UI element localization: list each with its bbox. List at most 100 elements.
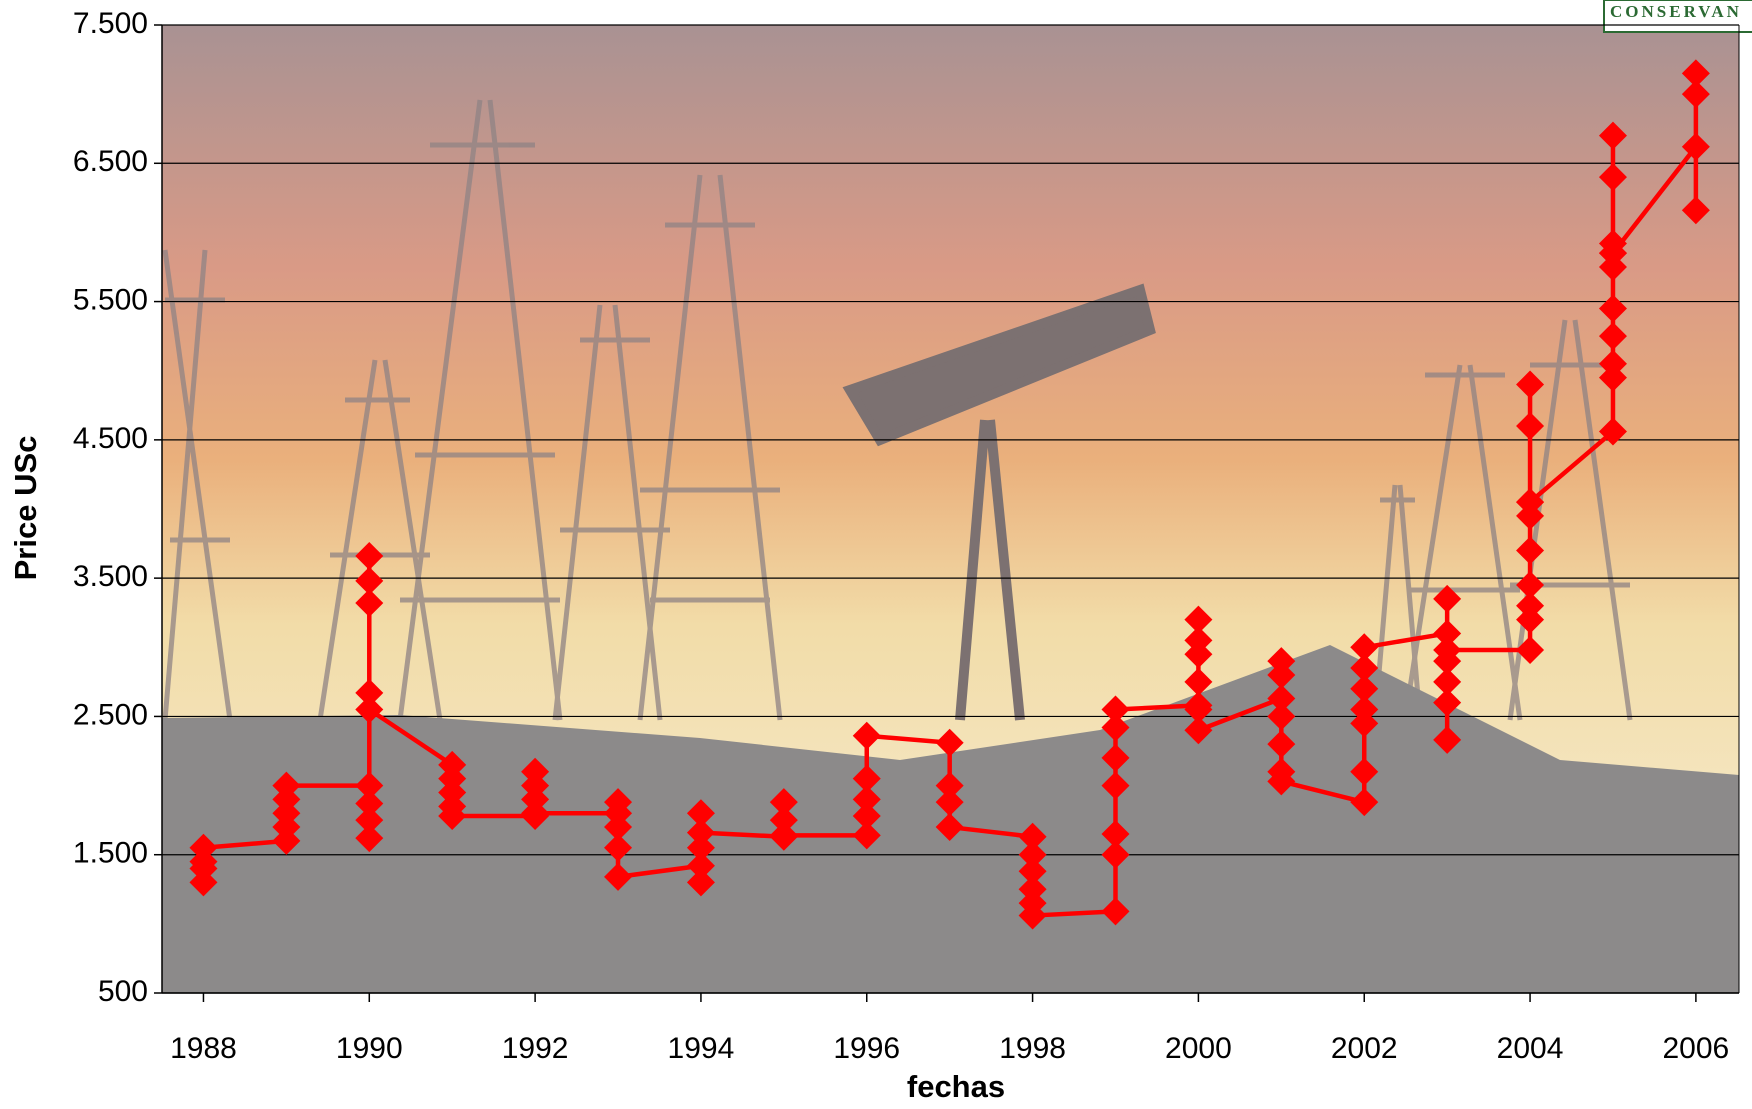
data-point (355, 806, 384, 835)
data-point (1101, 695, 1130, 724)
data-point (1433, 667, 1462, 696)
x-tick-label: 2002 (1331, 1032, 1398, 1065)
data-point (355, 789, 384, 818)
data-point (935, 771, 964, 800)
data-point (1516, 571, 1545, 600)
logo-text: CONSERVAN (1610, 2, 1742, 21)
data-point (935, 788, 964, 817)
data-point (1101, 713, 1130, 742)
data-point (1598, 121, 1627, 150)
logo-box (1603, 0, 1752, 33)
data-point (355, 824, 384, 853)
data-point (1101, 771, 1130, 800)
data-point (769, 806, 798, 835)
x-axis-title: fechas (907, 1069, 1005, 1104)
data-point (355, 695, 384, 724)
x-tick-label: 1990 (336, 1032, 403, 1065)
data-point (1267, 730, 1296, 759)
data-point (1516, 591, 1545, 620)
data-point (1101, 819, 1130, 848)
data-point (1350, 654, 1379, 683)
data-point (1516, 370, 1545, 399)
data-point (355, 589, 384, 618)
data-point (1018, 901, 1047, 930)
data-point (355, 542, 384, 571)
background-photo (162, 25, 1739, 993)
data-point (686, 833, 715, 862)
y-tick-label: 5.500 (73, 283, 148, 316)
data-point (1101, 743, 1130, 772)
data-point (1184, 716, 1213, 745)
y-tick-label: 500 (98, 975, 148, 1008)
data-point (1516, 636, 1545, 665)
data-point (1184, 605, 1213, 634)
y-tick-label: 1.500 (73, 837, 148, 870)
data-point (1433, 619, 1462, 648)
data-point (604, 788, 633, 817)
data-point (852, 785, 881, 814)
data-point (1598, 322, 1627, 351)
data-point (1598, 239, 1627, 268)
x-tick-label: 1998 (999, 1032, 1066, 1065)
data-point (1516, 488, 1545, 517)
data-point (1267, 684, 1296, 713)
data-point (1267, 702, 1296, 731)
data-point (1267, 767, 1296, 796)
x-tick-label: 2004 (1497, 1032, 1564, 1065)
data-point (852, 801, 881, 830)
data-point (852, 721, 881, 750)
data-point (1350, 674, 1379, 703)
data-point (521, 799, 550, 828)
y-tick-label: 6.500 (73, 145, 148, 178)
data-point (604, 862, 633, 891)
data-point (1350, 633, 1379, 662)
data-point (769, 821, 798, 850)
data-point (1267, 660, 1296, 689)
data-point (1018, 857, 1047, 886)
y-axis-title: Price USc (8, 436, 43, 581)
data-point (1350, 695, 1379, 724)
data-point (604, 813, 633, 842)
x-tick-label: 1994 (668, 1032, 735, 1065)
x-tick-label: 1996 (833, 1032, 900, 1065)
data-point (1101, 840, 1130, 869)
data-point (935, 813, 964, 842)
data-point (852, 821, 881, 850)
data-point (355, 678, 384, 707)
data-point (438, 801, 467, 830)
y-tick-label: 4.500 (73, 422, 148, 455)
data-point (604, 833, 633, 862)
data-point (769, 788, 798, 817)
data-point (686, 818, 715, 847)
data-point (1598, 417, 1627, 446)
data-point (1433, 636, 1462, 665)
data-point (1598, 349, 1627, 378)
data-point (1350, 788, 1379, 817)
data-point (355, 566, 384, 595)
data-point (189, 833, 218, 862)
data-point (686, 851, 715, 880)
data-point (1598, 294, 1627, 323)
data-point (1433, 584, 1462, 613)
data-point (1681, 80, 1710, 109)
data-point (935, 728, 964, 757)
data-point (1681, 59, 1710, 88)
y-tick-label: 2.500 (73, 698, 148, 731)
data-point (686, 868, 715, 897)
data-point (1350, 757, 1379, 786)
data-point (1433, 725, 1462, 754)
y-tick-label: 7.500 (73, 7, 148, 40)
x-tick-label: 1992 (502, 1032, 569, 1065)
data-point (1516, 536, 1545, 565)
data-point (1184, 626, 1213, 655)
data-point (355, 771, 384, 800)
x-tick-label: 2006 (1663, 1032, 1730, 1065)
data-point (1184, 695, 1213, 724)
data-point (1598, 163, 1627, 192)
data-point (1433, 688, 1462, 717)
data-point (272, 771, 301, 800)
data-point (1681, 132, 1710, 161)
data-point (1018, 822, 1047, 851)
